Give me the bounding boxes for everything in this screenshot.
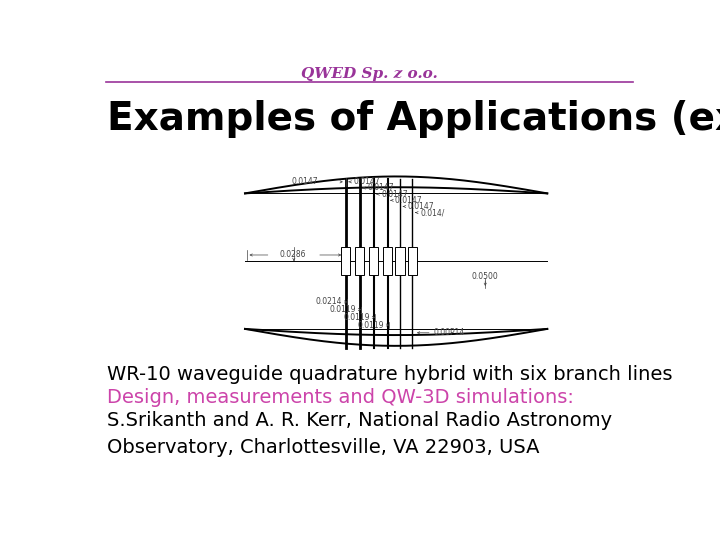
- Bar: [408, 247, 417, 275]
- Text: 0.0147: 0.0147: [354, 177, 380, 186]
- Text: 0.0147: 0.0147: [395, 196, 424, 205]
- Text: Design, measurements and QW-3D simulations:: Design, measurements and QW-3D simulatio…: [107, 388, 574, 407]
- Bar: [341, 247, 351, 275]
- Text: QWED Sp. z o.o.: QWED Sp. z o.o.: [301, 67, 437, 81]
- Bar: [369, 247, 378, 275]
- Text: Examples of Applications (ex. 1.1): Examples of Applications (ex. 1.1): [107, 100, 720, 138]
- Text: 0.014/: 0.014/: [420, 208, 444, 217]
- Text: 0.00P14: 0.00P14: [433, 328, 464, 338]
- Text: WR-10 waveguide quadrature hybrid with six branch lines: WR-10 waveguide quadrature hybrid with s…: [107, 365, 672, 384]
- Bar: [395, 247, 405, 275]
- Text: 0.0147: 0.0147: [408, 202, 434, 211]
- Text: 0.0119: 0.0119: [329, 305, 356, 314]
- Text: 0.0119: 0.0119: [357, 321, 384, 329]
- Text: 0.0147: 0.0147: [367, 184, 394, 192]
- Text: 0.0147: 0.0147: [292, 177, 319, 186]
- Text: S.Srikanth and A. R. Kerr, National Radio Astronomy
Observatory, Charlottesville: S.Srikanth and A. R. Kerr, National Radi…: [107, 411, 612, 457]
- Bar: [383, 247, 392, 275]
- Text: 0.0500: 0.0500: [472, 272, 499, 281]
- Text: 0.0286: 0.0286: [280, 251, 306, 260]
- Text: 0.0147: 0.0147: [382, 190, 408, 199]
- Text: 0.0119: 0.0119: [343, 313, 370, 322]
- Bar: [355, 247, 364, 275]
- Text: 0.0214: 0.0214: [315, 298, 342, 307]
